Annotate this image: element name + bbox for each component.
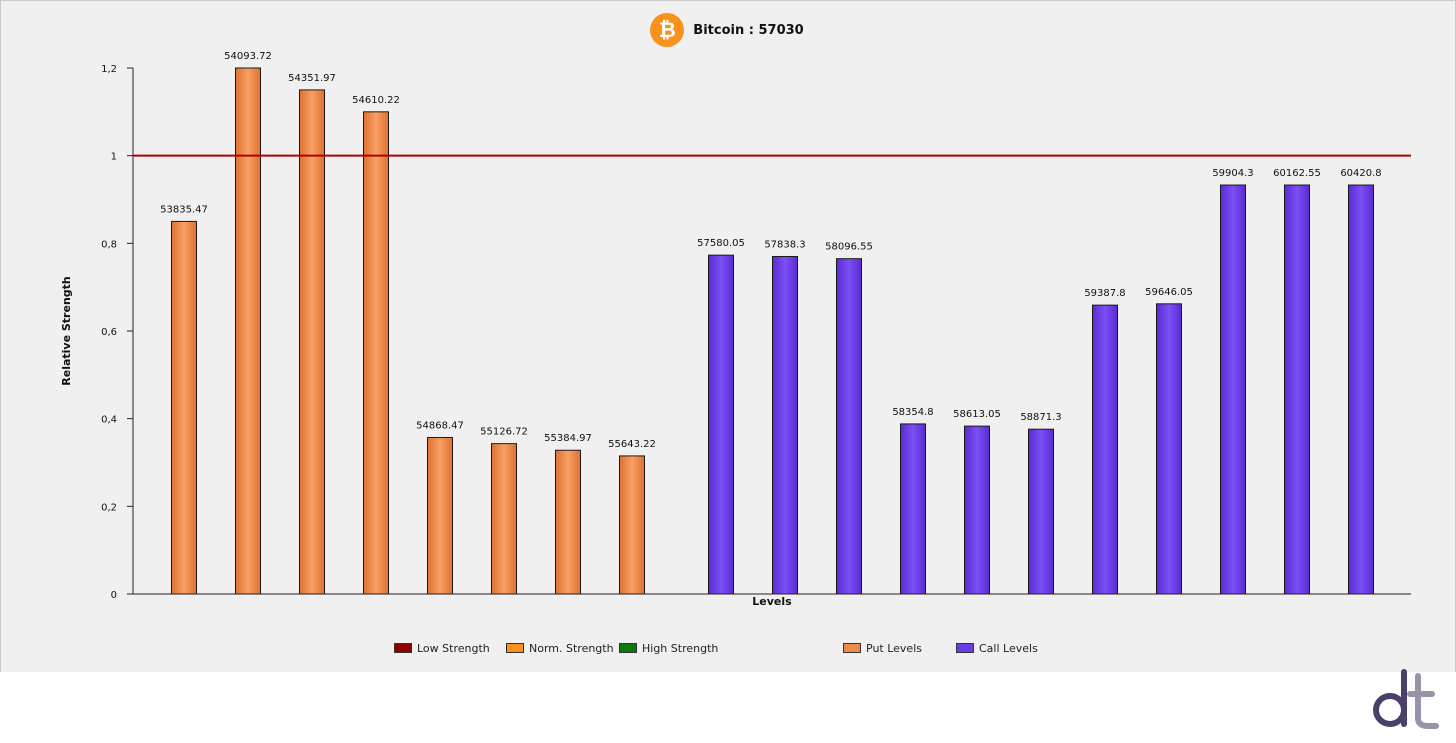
y-tick-label: 0	[111, 590, 117, 601]
put-level-bar	[491, 443, 517, 595]
bar-value-label: 59646.05	[1145, 287, 1193, 298]
call-level-bar	[836, 258, 862, 595]
legend-swatch	[843, 643, 861, 653]
y-tick-label: 1	[111, 152, 117, 163]
legend-label: Low Strength	[417, 641, 490, 655]
put-level-bar	[171, 220, 197, 595]
put-level-bar	[555, 449, 581, 595]
legend-item: Norm. Strength	[506, 640, 614, 656]
bar-chart: 0 0,2 0,4 0,6 0,8 1 1,2 53835.47 54093.72 54351.…	[60, 51, 1411, 608]
x-axis-label: Levels	[752, 595, 792, 608]
chart-title: Bitcoin : 57030	[693, 22, 804, 38]
y-tick-label: 0,8	[101, 239, 117, 250]
legend-swatch	[506, 643, 524, 653]
call-level-bar	[1028, 428, 1054, 595]
bar-value-label: 58354.8	[892, 407, 933, 418]
call-level-bar	[1092, 304, 1118, 595]
put-level-bar	[299, 89, 325, 595]
bar-value-label: 58613.05	[953, 409, 1001, 420]
bitcoin-icon: ₿	[650, 13, 685, 47]
y-tick-label: 0,6	[101, 327, 117, 338]
bar-value-label: 54351.97	[288, 73, 336, 84]
bar-value-label: 57580.05	[697, 238, 745, 249]
bar-value-label: 60162.55	[1273, 168, 1321, 179]
bar-value-label: 59387.8	[1084, 288, 1125, 299]
bar-value-label: 55126.72	[480, 427, 528, 438]
call-level-bar	[1220, 184, 1246, 595]
chart-header: ₿ Bitcoin : 57030	[0, 12, 1454, 48]
bar-value-label: 54610.22	[352, 95, 400, 106]
call-level-bar	[772, 255, 798, 595]
y-tick-label: 0,4	[101, 415, 117, 426]
bar-value-label: 58871.3	[1020, 412, 1061, 423]
legend-swatch	[619, 643, 637, 653]
legend-item: High Strength	[619, 640, 718, 656]
dt-logo-icon	[1373, 669, 1439, 729]
bar-value-label: 55384.97	[544, 433, 592, 444]
legend-label: Put Levels	[866, 641, 922, 655]
call-level-bar	[1156, 303, 1182, 595]
call-level-bar	[964, 425, 990, 595]
y-axis-label: Relative Strength	[60, 276, 73, 385]
legend-swatch	[956, 643, 974, 653]
bars-group: 53835.47 54093.72 54351.97 54610.22 54868.47…	[160, 51, 1382, 595]
bar-value-label: 60420.8	[1340, 168, 1381, 179]
legend-item: Low Strength	[394, 640, 490, 656]
bar-value-label: 59904.3	[1212, 168, 1253, 179]
legend-label: Norm. Strength	[529, 641, 614, 655]
call-level-bar	[1348, 184, 1374, 595]
put-level-bar	[619, 455, 645, 595]
legend-item: Put Levels	[843, 640, 922, 656]
bar-value-label: 54093.72	[224, 51, 272, 62]
bar-value-label: 58096.55	[825, 242, 873, 253]
legend-item: Call Levels	[956, 640, 1038, 656]
legend-swatch	[394, 643, 412, 653]
put-level-bar	[363, 111, 389, 595]
call-level-bar	[708, 254, 734, 595]
call-level-bar	[1284, 184, 1310, 595]
bar-value-label: 54868.47	[416, 421, 464, 432]
call-level-bar	[900, 423, 926, 595]
y-tick-label: 0,2	[101, 502, 117, 513]
legend-label: High Strength	[642, 641, 719, 655]
legend: Low Strength Norm. Strength High Strength P…	[0, 640, 1454, 658]
bar-value-label: 55643.22	[608, 439, 656, 450]
y-axis: 0 0,2 0,4 0,6 0,8 1 1,2	[101, 64, 134, 601]
y-tick-label: 1,2	[101, 64, 117, 75]
put-level-bar	[235, 67, 261, 595]
legend-label: Call Levels	[979, 641, 1038, 655]
bar-value-label: 53835.47	[160, 204, 208, 215]
put-level-bar	[427, 437, 453, 595]
bar-value-label: 57838.3	[764, 239, 805, 250]
